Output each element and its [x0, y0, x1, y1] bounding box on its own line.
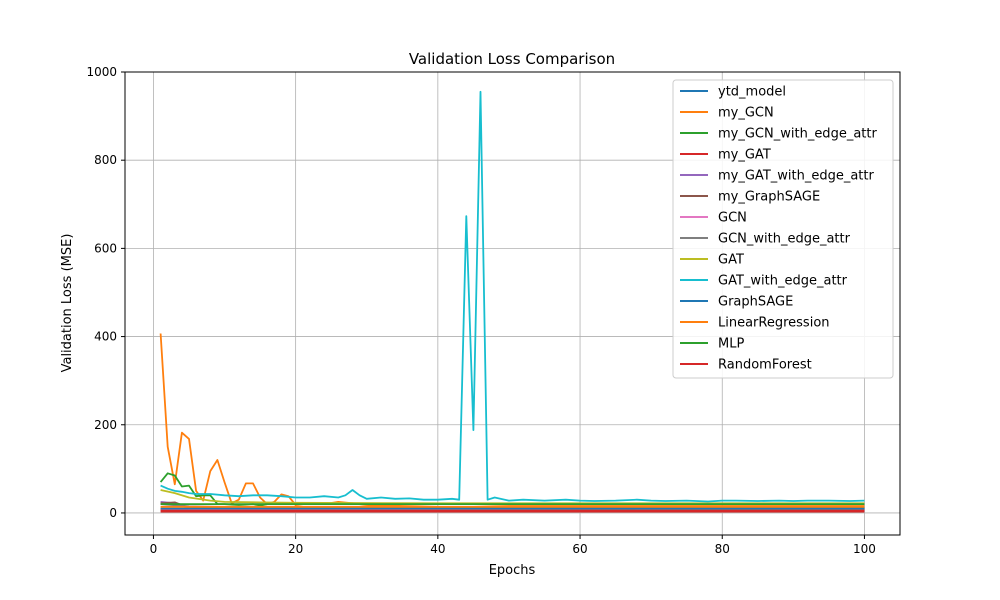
plot-frame	[124, 71, 901, 536]
legend-box	[672, 79, 894, 379]
legend-label: GAT	[718, 253, 744, 268]
x-axis-label: Epochs	[489, 563, 536, 578]
legend-label: my_GraphSAGE	[718, 190, 820, 205]
y-axis-label: Validation Loss (MSE)	[60, 234, 75, 373]
legend-label: LinearRegression	[718, 316, 830, 331]
legend-label: ytd_model	[718, 85, 786, 100]
legend-label: my_GCN_with_edge_attr	[718, 127, 877, 142]
x-tick-label: 60	[572, 542, 587, 556]
legend: ytd_model my_GCN my_GCN_with_edge_attr my_G…	[672, 79, 894, 379]
legend-label: GCN	[718, 211, 747, 226]
legend-label: my_GAT_with_edge_attr	[718, 169, 874, 184]
legend-label: GAT_with_edge_attr	[718, 274, 848, 289]
y-tick-label: 1000	[86, 65, 117, 79]
legend-label: my_GAT	[718, 148, 771, 163]
legend-label: GraphSAGE	[718, 295, 793, 310]
chart-title: Validation Loss Comparison	[409, 50, 615, 68]
x-tick-label: 40	[430, 542, 445, 556]
series-line	[160, 90, 865, 503]
x-tick-label: 80	[715, 542, 730, 556]
x-tick-label: 20	[288, 542, 303, 556]
y-tick-label: 200	[94, 418, 117, 432]
legend-label: GCN_with_edge_attr	[718, 232, 851, 247]
y-tick-label: 600	[94, 241, 117, 255]
series-lines	[159, 90, 865, 513]
x-tick-label: 100	[853, 542, 876, 556]
x-tick-label: 0	[150, 542, 158, 556]
y-tick-label: 800	[94, 153, 117, 167]
y-tick-label: 0	[109, 506, 117, 520]
legend-label: MLP	[718, 337, 744, 352]
y-tick-label: 400	[94, 330, 117, 344]
legend-label: my_GCN	[718, 106, 774, 121]
legend-label: RandomForest	[718, 358, 812, 373]
